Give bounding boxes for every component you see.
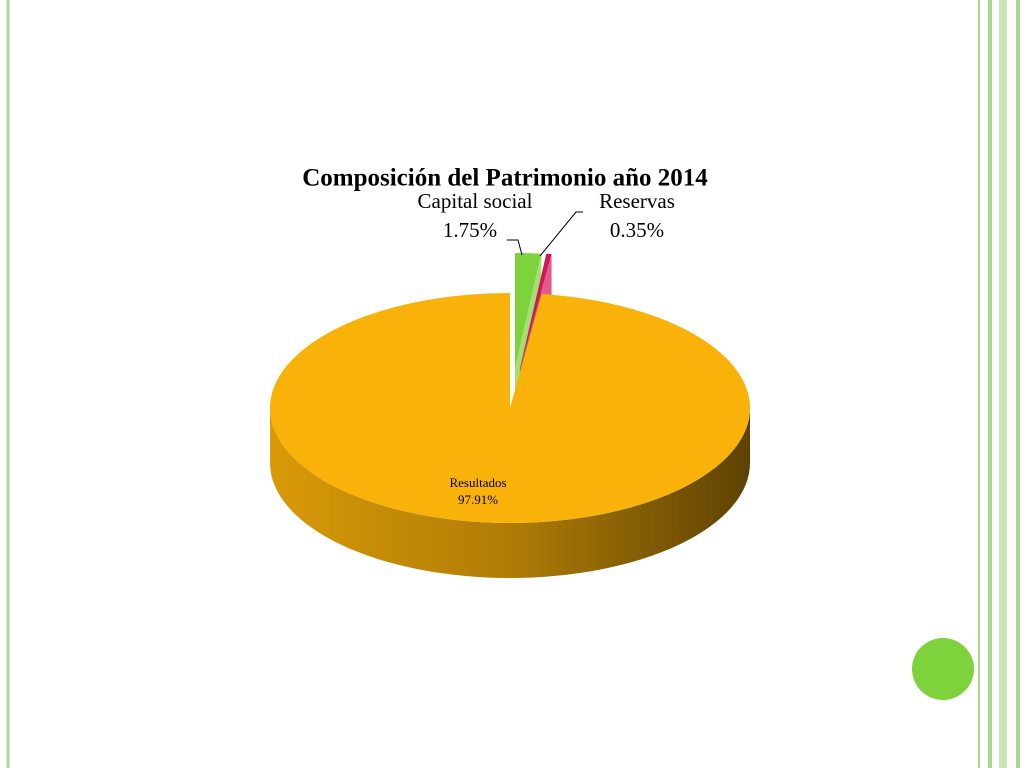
slice-value-label: 0.35% xyxy=(610,218,664,242)
slide-decoration xyxy=(6,0,1020,768)
slice-label: Reservas xyxy=(599,189,675,213)
leader-line xyxy=(507,239,523,256)
leader-line xyxy=(539,211,583,257)
pie-slice xyxy=(270,293,751,523)
pie-side xyxy=(270,408,750,578)
chart-title: Composición del Patrimonio año 2014 xyxy=(302,165,708,192)
pie xyxy=(270,253,751,578)
slice-value-label: 1.75% xyxy=(443,218,497,242)
slice-label: Capital social xyxy=(418,189,533,213)
pie-slice xyxy=(515,253,542,368)
slice-value-label: 97.91% xyxy=(458,492,498,507)
pie-slice xyxy=(520,253,552,368)
slice-label: Resultados xyxy=(449,475,506,490)
